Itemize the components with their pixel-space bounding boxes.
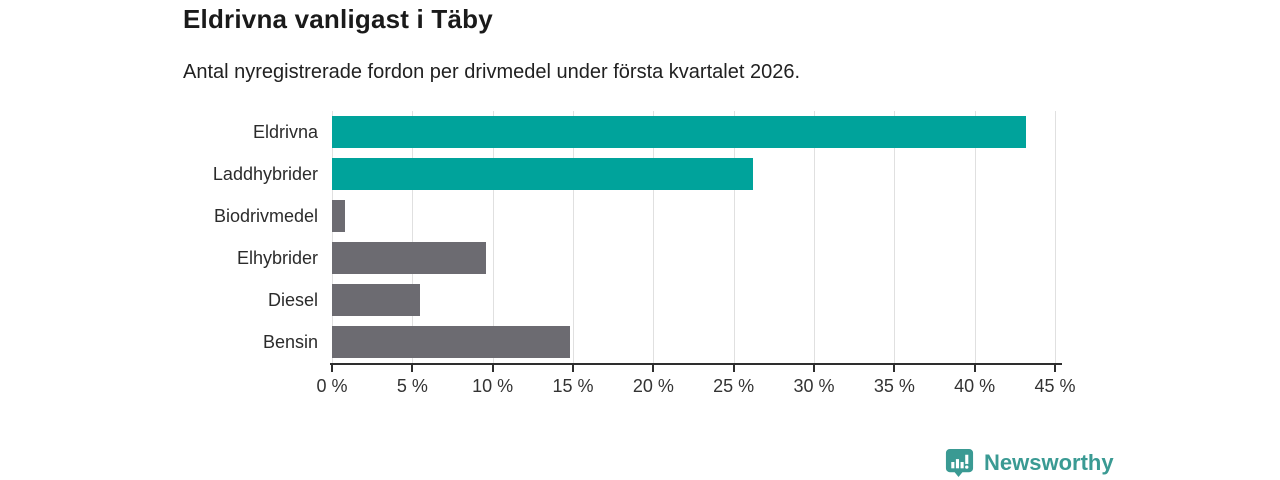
gridline — [974, 111, 976, 363]
category-label-laddhybrider: Laddhybrider — [212, 163, 318, 184]
x-tick-mark — [572, 365, 574, 372]
bar-row — [332, 153, 1055, 195]
gridline — [332, 111, 333, 363]
x-tick-mark — [893, 365, 896, 372]
x-tick-mark — [491, 365, 494, 372]
bar-elhybrider — [332, 242, 487, 274]
chart-subtitle: Antal nyregistrerade fordon per drivmede… — [183, 61, 801, 83]
gridline — [492, 111, 494, 363]
category-label-elhybrider: Elhybrider — [236, 247, 318, 268]
category-label-diesel: Diesel — [267, 289, 318, 310]
x-tick-mark — [652, 365, 655, 372]
x-axis-ticks: 0 % 5 % 10 % 15 % 20 % 25 % 30 % 35 % 40 % 45 % — [316, 363, 1076, 403]
gridline — [573, 111, 574, 363]
category-label-eldrivna: Eldrivna — [252, 121, 318, 142]
x-tick-mark — [411, 365, 414, 372]
category-label-bensin: Bensin — [262, 331, 318, 352]
x-tick-label: 40 % — [954, 376, 996, 396]
bar-row — [332, 111, 1055, 153]
x-tick-label: 35 % — [873, 376, 915, 396]
x-tick-label: 30 % — [793, 376, 835, 396]
newsworthy-bubble-chart-icon — [944, 447, 975, 478]
x-tick-mark — [813, 365, 815, 372]
bar-row — [332, 195, 1055, 237]
chart-title: Eldrivna vanligast i Täby — [183, 4, 493, 34]
bar-biodrivmedel — [332, 200, 345, 232]
x-tick-label: 25 % — [713, 376, 755, 396]
gridline — [894, 111, 896, 363]
x-tick-mark — [1054, 365, 1056, 372]
bar-diesel — [332, 284, 421, 316]
gridline — [733, 111, 735, 363]
bar-series — [332, 111, 1055, 363]
x-tick-label: 45 % — [1034, 376, 1076, 396]
x-tick-mark — [973, 365, 976, 372]
bar-row — [332, 321, 1055, 363]
bar-laddhybrider — [332, 158, 753, 190]
x-tick-label: 5 % — [396, 376, 428, 396]
category-labels: Eldrivna Laddhybrider Biodrivmedel Elhybrid… — [0, 111, 318, 363]
x-tick-label: 20 % — [632, 376, 674, 396]
x-tick-mark — [732, 365, 735, 372]
bar-eldrivna — [332, 116, 1027, 148]
x-tick-label: 10 % — [472, 376, 514, 396]
bar-bensin — [332, 326, 570, 358]
gridline — [1055, 111, 1056, 363]
bar-row — [332, 237, 1055, 279]
gridline — [814, 111, 815, 363]
gridline — [653, 111, 655, 363]
x-tick-label: 15 % — [552, 376, 594, 396]
bar-row — [332, 279, 1055, 321]
gridline — [412, 111, 414, 363]
x-tick-label: 0 % — [316, 376, 348, 396]
x-axis-line — [330, 363, 1062, 365]
x-tick-mark — [331, 365, 333, 372]
category-label-biodrivmedel: Biodrivmedel — [213, 205, 318, 226]
newsworthy-brand-text: Newsworthy — [984, 449, 1114, 475]
plot-area — [332, 111, 1056, 363]
newsworthy-logo[interactable]: Newsworthy — [944, 447, 1114, 478]
